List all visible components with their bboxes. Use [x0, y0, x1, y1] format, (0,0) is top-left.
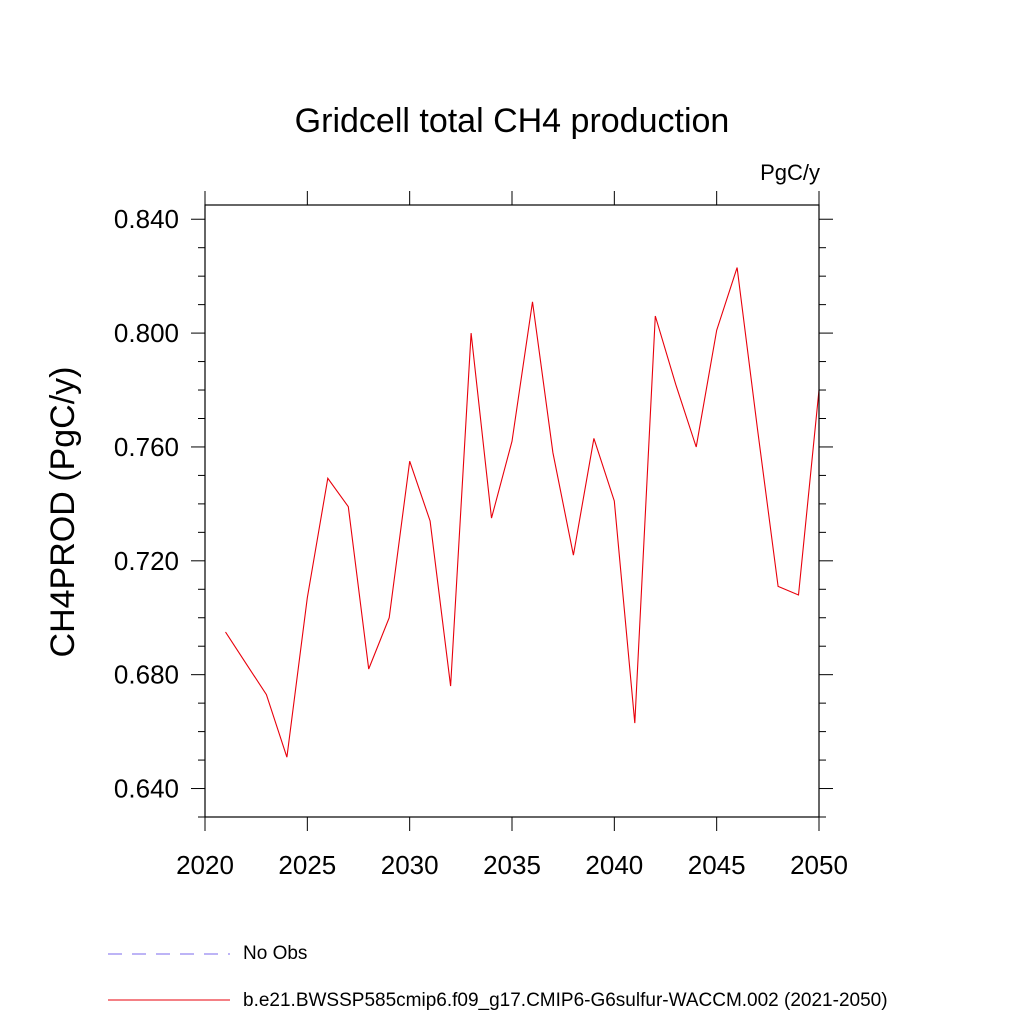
x-tick-label: 2035 [483, 850, 541, 880]
x-tick-label: 2045 [688, 850, 746, 880]
y-tick-label: 0.680 [114, 660, 179, 690]
y-tick-label: 0.840 [114, 204, 179, 234]
y-tick-labels: 0.640 0.680 0.720 0.760 0.800 0.840 [114, 204, 179, 803]
legend: No Obs b.e21.BWSSP585cmip6.f09_g17.CMIP6… [108, 943, 888, 1011]
y-tick-label: 0.640 [114, 774, 179, 804]
x-tick-label: 2030 [381, 850, 439, 880]
y-tick-label: 0.800 [114, 318, 179, 348]
y-tick-label: 0.720 [114, 546, 179, 576]
x-tick-label: 2040 [585, 850, 643, 880]
chart-title: Gridcell total CH4 production [295, 102, 730, 140]
x-tick-label: 2050 [790, 850, 848, 880]
x-tick-labels: 2020 2025 2030 2035 2040 2045 2050 [176, 850, 848, 880]
legend-label-no-obs: No Obs [243, 943, 307, 964]
legend-label-waccm-run: b.e21.BWSSP585cmip6.f09_g17.CMIP6-G6sulf… [243, 990, 888, 1011]
units-label: PgC/y [760, 160, 820, 185]
y-axis-label: CH4PROD (PgC/y) [44, 367, 82, 658]
x-tick-label: 2020 [176, 850, 234, 880]
axis-ticks [191, 191, 833, 831]
series-layer [225, 267, 820, 758]
y-tick-label: 0.760 [114, 432, 179, 462]
plot-frame [204, 204, 820, 818]
x-tick-label: 2025 [278, 850, 336, 880]
series-line-0 [225, 267, 820, 758]
